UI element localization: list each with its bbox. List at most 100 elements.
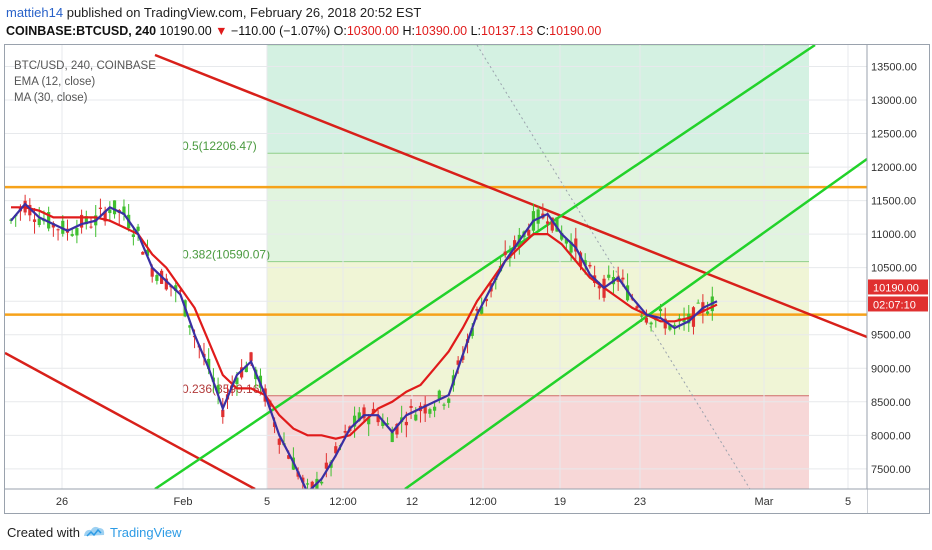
candle-body — [28, 204, 32, 216]
candle-body — [480, 306, 484, 314]
candle-body — [70, 234, 74, 236]
legend-symbol: BTC/USD, 240, COINBASE — [14, 60, 156, 72]
y-tick-label: 10500.00 — [871, 263, 917, 275]
candle-body — [268, 400, 272, 408]
candle-body — [564, 239, 568, 244]
candle-body — [475, 308, 479, 311]
candle-body — [98, 207, 103, 209]
chart-header: mattieh14 published on TradingView.com, … — [0, 0, 932, 44]
candle-body — [249, 352, 253, 362]
candle-body — [178, 290, 183, 292]
close-value: 10190.00 — [549, 24, 602, 38]
y-tick-label: 12000.00 — [871, 162, 917, 174]
open-value: 10300.00 — [346, 24, 399, 38]
x-tick-label: 19 — [554, 496, 566, 508]
candle-body — [705, 311, 710, 314]
candle-body — [216, 385, 220, 395]
y-tick-label: 13500.00 — [871, 61, 917, 73]
candle-body — [37, 218, 41, 225]
candle-body — [240, 367, 244, 378]
candle-body — [136, 226, 140, 231]
candle-body — [385, 423, 390, 425]
ohlc-line: COINBASE:BTCUSD, 240 10190.00 ▼ −110.00 … — [6, 24, 601, 38]
candle-body — [404, 421, 408, 426]
x-tick-label: 12:00 — [469, 496, 497, 508]
candle-body — [310, 481, 314, 490]
down-arrow-icon: ▼ — [215, 24, 228, 38]
fib-zone-bottom — [267, 395, 809, 489]
candle-body — [164, 278, 168, 290]
low-label: L: — [470, 24, 482, 38]
candle-body — [357, 412, 361, 421]
candle-body — [621, 277, 625, 280]
candle-body — [442, 404, 446, 406]
symbol-label[interactable]: COINBASE:BTCUSD, 240 — [6, 24, 157, 38]
candle-body — [437, 390, 441, 400]
candle-body — [235, 377, 239, 385]
candle-body — [324, 462, 328, 469]
candle-body — [381, 420, 385, 426]
candle-body — [470, 328, 474, 336]
candle-body — [560, 232, 564, 240]
y-tick-label: 12500.00 — [871, 129, 917, 141]
candle-body — [569, 241, 573, 253]
x-tick-label: 5 — [845, 496, 851, 508]
candle-body — [550, 217, 554, 231]
candle-body — [588, 264, 592, 267]
candle-body — [536, 209, 540, 224]
red-lower-line — [5, 351, 256, 491]
candle-body — [574, 238, 578, 252]
candle-body — [503, 251, 507, 255]
published-text: published on TradingView.com, February 2… — [66, 5, 422, 20]
x-tick-label: 5 — [264, 496, 270, 508]
candle-body — [673, 324, 677, 326]
candle-body — [277, 438, 281, 445]
candle-body — [578, 252, 583, 267]
candle-body — [668, 325, 672, 330]
candle-body — [371, 408, 376, 413]
y-tick-label: 13000.00 — [871, 95, 917, 107]
change-value: −110.00 (−1.07%) — [231, 24, 331, 38]
candle-body — [663, 318, 667, 329]
fib-zone-low — [267, 261, 809, 396]
candle-body — [649, 322, 653, 325]
candle-body — [108, 209, 112, 214]
candle-body — [155, 275, 159, 281]
candle-body — [112, 200, 117, 215]
publish-line: mattieh14 published on TradingView.com, … — [6, 5, 421, 20]
y-tick-label: 11000.00 — [871, 229, 916, 241]
time-badge-bg — [868, 296, 928, 312]
high-label: H: — [402, 24, 415, 38]
candle-body — [409, 405, 413, 408]
candle-body — [122, 206, 126, 215]
author-link[interactable]: mattieh14 — [6, 5, 64, 20]
candle-body — [32, 219, 37, 222]
candle-body — [131, 234, 135, 237]
chart-area[interactable]: 0.618(13822.86)0.5(12206.47)0.382(10590.… — [4, 44, 930, 514]
candle-body — [682, 318, 686, 323]
candle-body — [423, 404, 427, 414]
y-tick-label: 11500.00 — [871, 196, 916, 208]
candle-body — [658, 308, 663, 312]
candle-body — [89, 226, 93, 228]
fib-level-label: 0.236(8590.16) — [182, 382, 263, 396]
fib-level-label: 0.382(10590.07) — [182, 248, 270, 262]
x-tick-label: 12 — [406, 496, 418, 508]
candle-body — [207, 358, 211, 370]
candle-body — [447, 398, 451, 403]
price-badge-text: 10190.00 — [873, 282, 919, 294]
candle-body — [51, 223, 55, 228]
candle-body — [376, 415, 380, 423]
x-tick-label: 23 — [634, 496, 646, 508]
candle-body — [414, 414, 418, 421]
x-tick-label: 26 — [56, 496, 68, 508]
ema-line — [10, 202, 718, 495]
chart-svg[interactable]: 0.618(13822.86)0.5(12206.47)0.382(10590.… — [5, 45, 929, 513]
candle-body — [150, 267, 154, 277]
high-value: 10390.00 — [414, 24, 468, 38]
dotted-trend-line — [476, 45, 751, 490]
candle-body — [362, 407, 366, 419]
tradingview-brand-link[interactable]: TradingView — [110, 525, 182, 540]
candle-body — [352, 415, 357, 427]
candle-body — [75, 228, 79, 236]
